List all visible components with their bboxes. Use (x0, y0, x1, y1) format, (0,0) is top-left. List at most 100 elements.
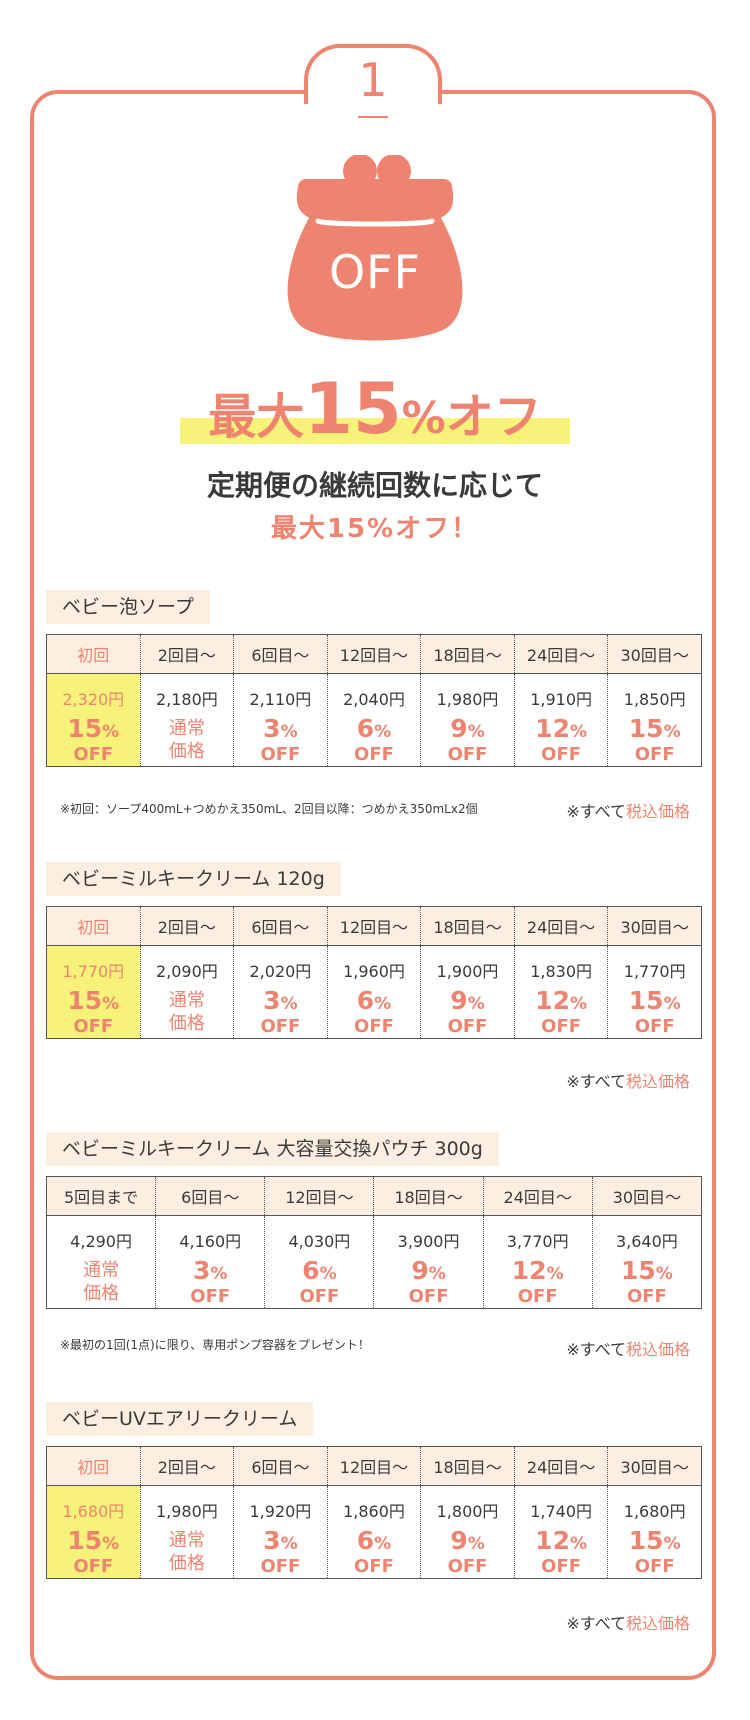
discount-number: 9 (450, 714, 468, 743)
column-header: 初回 (46, 634, 141, 674)
price-table: 初回 2回目〜 6回目〜 12回目〜 18回目〜 24回目〜 30回目〜 1,770円 15% O… (46, 906, 702, 1039)
percent-sign: % (210, 1264, 228, 1284)
tax-included-note: ※すべて税込価格 (566, 1610, 690, 1634)
price-table-row: 1,770円 15% OFF 2,090円 通常 価格 2,020円 3% OFF 1,960円 6… (46, 945, 702, 1039)
subline-continuation: 定期便の継続回数に応じて (206, 469, 543, 502)
discount-percent: 6% (265, 1258, 373, 1287)
price-cell: 1,770円 15% OFF (46, 945, 141, 1039)
percent-sign: % (655, 1264, 673, 1284)
footnote: ※初回：ソープ400mL+つめかえ350mL、2回目以降：つめかえ350mLx2… (60, 802, 478, 816)
price-cell: 4,160円 3% OFF (155, 1215, 265, 1309)
price-cell: 1,960円 6% OFF (326, 945, 421, 1039)
percent-sign: % (546, 1264, 564, 1284)
column-header: 18回目〜 (373, 1176, 484, 1216)
product-name-label: ベビー泡ソープ (46, 590, 210, 624)
price-value: 1,860円 (343, 1502, 405, 1521)
off-label: OFF (517, 1286, 558, 1307)
price-value: 1,680円 (62, 1502, 125, 1521)
headline-percent: % (401, 393, 446, 444)
off-label: OFF (541, 744, 582, 765)
headline-highlight (180, 418, 570, 444)
price-value: 4,160円 (179, 1232, 242, 1251)
price-cell: 2,090円 通常 価格 (139, 945, 234, 1039)
percent-sign: % (374, 1534, 392, 1554)
discount-percent: 15% (593, 1258, 701, 1287)
price-value: 1,960円 (343, 962, 405, 981)
price-value: 1,680円 (623, 1502, 686, 1521)
price-cell: 1,900円 9% OFF (420, 945, 515, 1039)
price-value: 2,180円 (155, 690, 218, 709)
percent-sign: % (569, 1534, 588, 1554)
percent-sign: % (428, 1264, 446, 1284)
column-header: 18回目〜 (420, 1446, 515, 1486)
regular-line: 価格 (168, 1553, 205, 1574)
column-header: 12回目〜 (326, 1446, 421, 1486)
column-header: 30回目〜 (591, 1176, 702, 1216)
price-cell: 1,850円 15% OFF (607, 673, 702, 767)
product-name-label: ベビーミルキークリーム 大容量交換パウチ 300g (46, 1132, 499, 1166)
price-cell: 1,830円 12% OFF (513, 945, 608, 1039)
off-label: OFF (73, 744, 114, 765)
off-label: OFF (354, 1556, 394, 1577)
percent-sign: % (102, 1534, 120, 1554)
discount-number: 3 (193, 1256, 211, 1285)
price-cell: 3,640円 15% OFF (591, 1215, 702, 1309)
purse-icon (287, 155, 463, 341)
off-label: OFF (73, 1016, 114, 1037)
price-value: 4,290円 (70, 1232, 132, 1251)
discount-number: 15 (628, 1526, 664, 1555)
column-header: 2回目〜 (139, 1446, 234, 1486)
subline-max-discount: 最大15%オフ！ (270, 514, 480, 544)
discount-percent: 9% (421, 988, 514, 1017)
regular-line: 通常 (168, 990, 205, 1011)
percent-sign: % (663, 722, 681, 742)
discount-number: 15 (620, 1256, 656, 1285)
regular-line: 通常 (83, 1260, 120, 1281)
off-label: OFF (73, 1556, 114, 1577)
price-cell: 4,030円 6% OFF (264, 1215, 374, 1309)
percent-sign: % (374, 722, 392, 742)
discount-number: 15 (67, 1526, 103, 1555)
column-header: 6回目〜 (233, 906, 328, 946)
column-header: 18回目〜 (420, 906, 515, 946)
discount-percent: 15% (47, 988, 140, 1017)
tax-note-prefix: ※すべて (566, 1072, 626, 1091)
discount-number: 9 (450, 986, 468, 1015)
footnote: ※最初の1回(1点)に限り、専用ポンプ容器をプレゼント！ (60, 1338, 370, 1352)
price-value: 1,920円 (249, 1502, 312, 1521)
column-header: 6回目〜 (233, 1446, 328, 1486)
price-table-row: 2,320円 15% OFF 2,180円 通常 価格 2,110円 3% OFF 2,040円 6… (46, 673, 702, 767)
column-header: 6回目〜 (233, 634, 328, 674)
price-table-header-row: 初回 2回目〜 6回目〜 12回目〜 18回目〜 24回目〜 30回目〜 (46, 1446, 702, 1486)
off-label: OFF (260, 1556, 301, 1577)
discount-percent: 3% (234, 988, 327, 1017)
column-header: 5回目まで (46, 1176, 156, 1216)
tax-included-note: ※すべて税込価格 (566, 1068, 690, 1092)
discount-percent: 12% (515, 988, 608, 1017)
price-value: 1,800円 (436, 1502, 499, 1521)
percent-sign: % (102, 994, 120, 1014)
discount-percent: 15% (608, 716, 701, 745)
tax-note-accent: 税込価格 (625, 1614, 690, 1633)
price-cell: 3,900円 9% OFF (373, 1215, 484, 1309)
percent-sign: % (663, 1534, 681, 1554)
discount-number: 6 (356, 986, 375, 1015)
price-value: 2,020円 (249, 962, 312, 981)
discount-number: 12 (535, 1526, 570, 1555)
percent-sign: % (569, 722, 588, 742)
headline: 最大15%オフ (0, 368, 750, 450)
discount-percent: 3% (234, 1528, 327, 1557)
tax-note-accent: 税込価格 (625, 1340, 690, 1359)
price-cell: 1,910円 12% OFF (513, 673, 608, 767)
discount-number: 15 (628, 986, 664, 1015)
column-header: 2回目〜 (139, 906, 234, 946)
off-label: OFF (634, 1016, 675, 1037)
column-header: 初回 (46, 1446, 141, 1486)
tax-note-accent: 税込価格 (625, 802, 690, 821)
off-label: OFF (354, 1016, 394, 1037)
price-value: 1,900円 (436, 962, 499, 981)
headline-pre: 最大 (208, 389, 305, 445)
percent-sign: % (467, 722, 485, 742)
column-header: 30回目〜 (607, 906, 702, 946)
discount-number: 9 (411, 1256, 429, 1285)
